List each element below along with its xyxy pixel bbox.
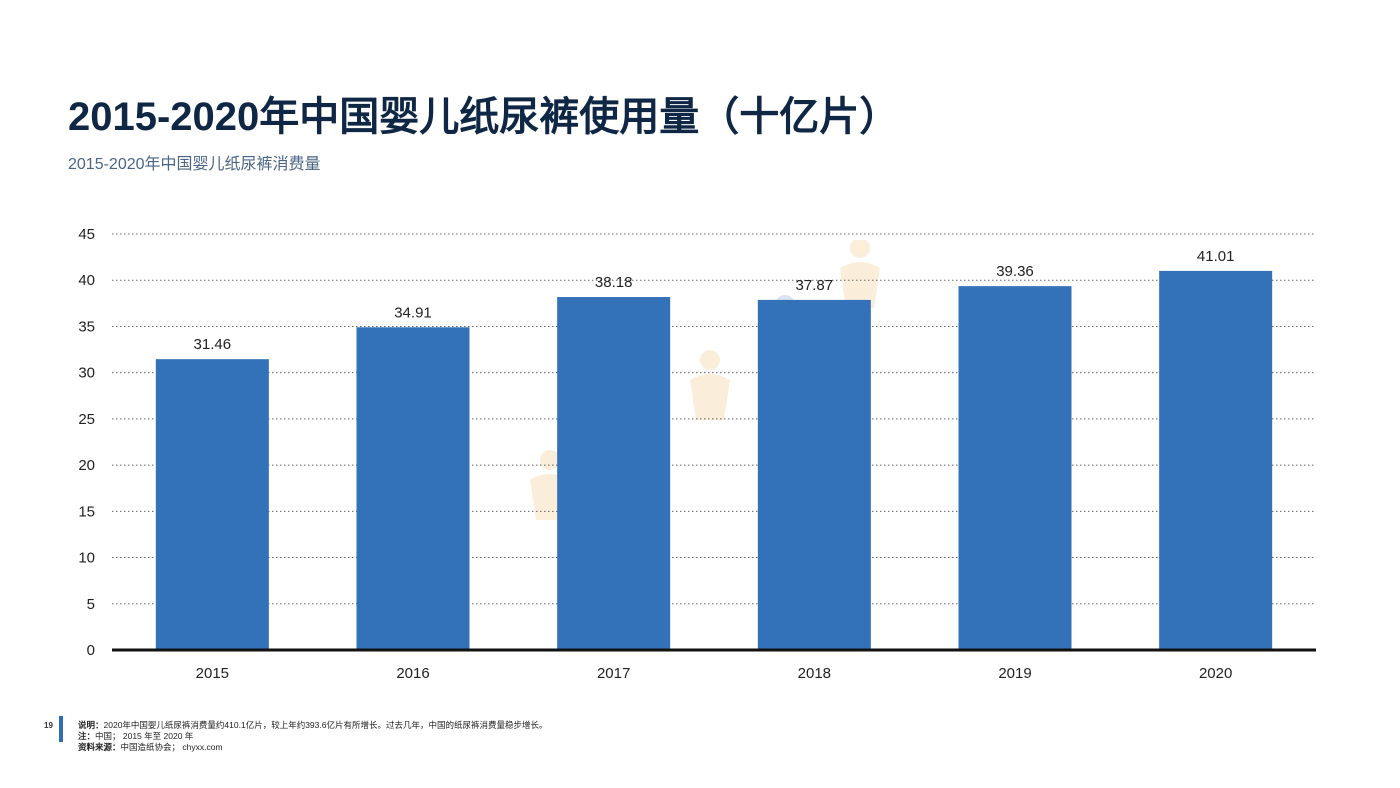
bar-2017 <box>557 297 671 650</box>
y-tick-label: 5 <box>87 596 95 613</box>
bar-2016 <box>356 327 470 650</box>
y-tick-label: 25 <box>78 411 95 428</box>
bar-2019 <box>958 286 1072 650</box>
footer-accent-bar <box>59 716 63 742</box>
data-label: 31.46 <box>194 336 232 353</box>
y-tick-label: 15 <box>78 503 95 520</box>
data-label: 34.91 <box>394 304 432 321</box>
x-tick-label: 2017 <box>597 665 630 682</box>
bar-2020 <box>1159 270 1273 650</box>
x-tick-label: 2019 <box>998 665 1031 682</box>
chart-subtitle: 2015-2020年中国婴儿纸尿裤消费量 <box>68 156 321 173</box>
data-label: 41.01 <box>1197 248 1235 265</box>
y-tick-label: 10 <box>78 550 95 567</box>
page-number: 19 <box>44 721 53 730</box>
y-tick-label: 30 <box>78 365 95 382</box>
source-label: 资料来源： <box>78 742 121 752</box>
y-tick-label: 20 <box>78 457 95 474</box>
remark-line: 注：中国； 2015 年至 2020 年 <box>78 731 547 742</box>
source-text: 中国造纸协会； chyxx.com <box>120 742 223 752</box>
bar-2018 <box>757 299 871 650</box>
page-title: 2015-2020年中国婴儿纸尿裤使用量（十亿片） <box>68 95 900 139</box>
remark-text: 中国； 2015 年至 2020 年 <box>95 731 194 741</box>
data-label: 39.36 <box>996 263 1034 280</box>
x-tick-label: 2015 <box>196 665 229 682</box>
y-tick-label: 45 <box>78 226 95 243</box>
source-line: 资料来源：中国造纸协会； chyxx.com <box>78 742 547 753</box>
y-tick-label: 35 <box>78 318 95 335</box>
x-tick-label: 2020 <box>1199 665 1232 682</box>
data-label: 37.87 <box>796 277 834 294</box>
note-text: 2020年中国婴儿纸尿裤消费量约410.1亿片，较上年约393.6亿片有所增长。… <box>103 720 548 730</box>
data-label: 38.18 <box>595 274 633 291</box>
x-tick-label: 2018 <box>798 665 831 682</box>
bar-2015 <box>155 359 269 650</box>
note-line: 说明：2020年中国婴儿纸尿裤消费量约410.1亿片，较上年约393.6亿片有所… <box>78 720 547 731</box>
y-tick-label: 40 <box>78 272 95 289</box>
x-tick-label: 2016 <box>396 665 429 682</box>
y-tick-label: 0 <box>87 642 95 659</box>
footer-notes: 说明：2020年中国婴儿纸尿裤消费量约410.1亿片，较上年约393.6亿片有所… <box>78 720 547 753</box>
note-label: 说明： <box>78 720 104 730</box>
remark-label: 注： <box>78 731 96 741</box>
